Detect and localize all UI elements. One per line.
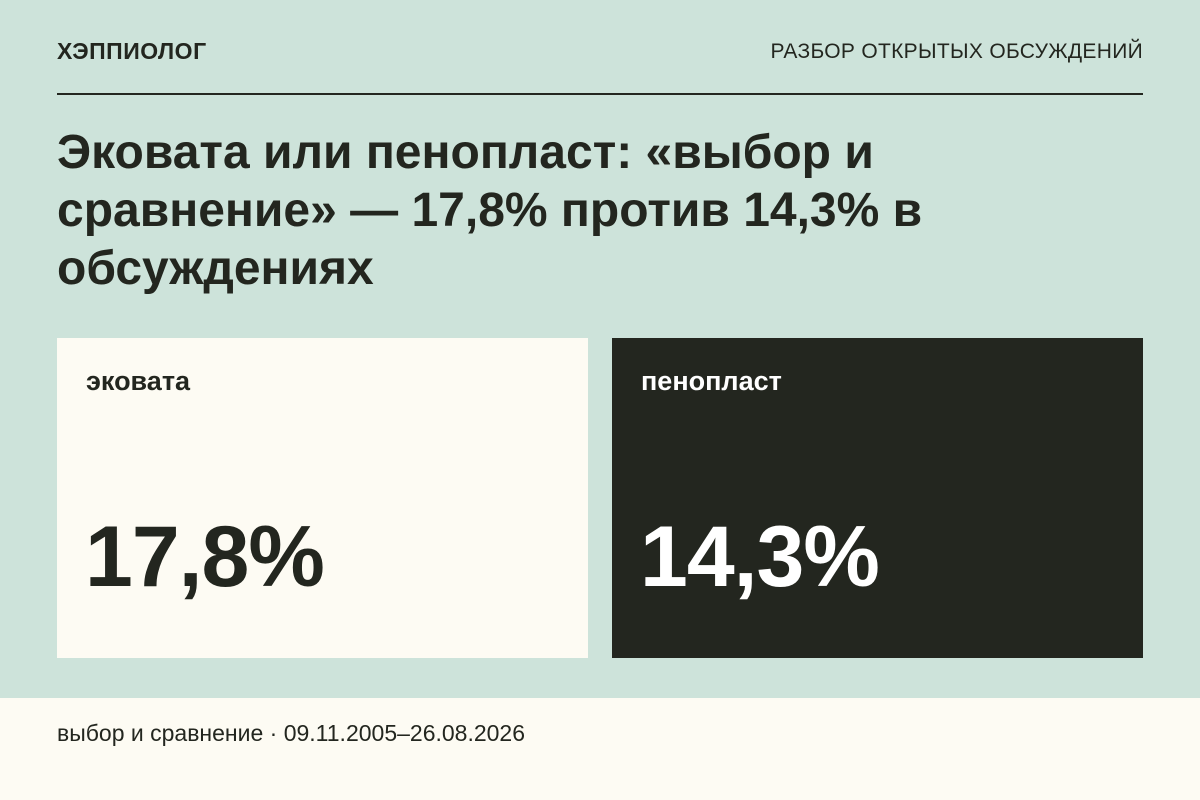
- footer: выбор и сравнение · 09.11.2005–26.08.202…: [0, 698, 1200, 800]
- headline: Эковата или пенопласт: «выбор и сравнени…: [57, 126, 923, 295]
- stat-card: пенопласт 14,3%: [612, 338, 1143, 658]
- section-label: РАЗБОР ОТКРЫТЫХ ОБСУЖДЕНИЙ: [770, 40, 1143, 63]
- stat-card: эковата 17,8%: [57, 338, 588, 658]
- stat-label: пенопласт: [641, 366, 782, 396]
- divider: [57, 93, 1143, 95]
- brand: ХЭППИОЛОГ: [57, 38, 207, 64]
- footer-text: выбор и сравнение · 09.11.2005–26.08.202…: [57, 720, 526, 746]
- stat-label: эковата: [86, 366, 191, 396]
- stat-value: 14,3%: [640, 509, 880, 605]
- stat-value: 17,8%: [85, 509, 325, 605]
